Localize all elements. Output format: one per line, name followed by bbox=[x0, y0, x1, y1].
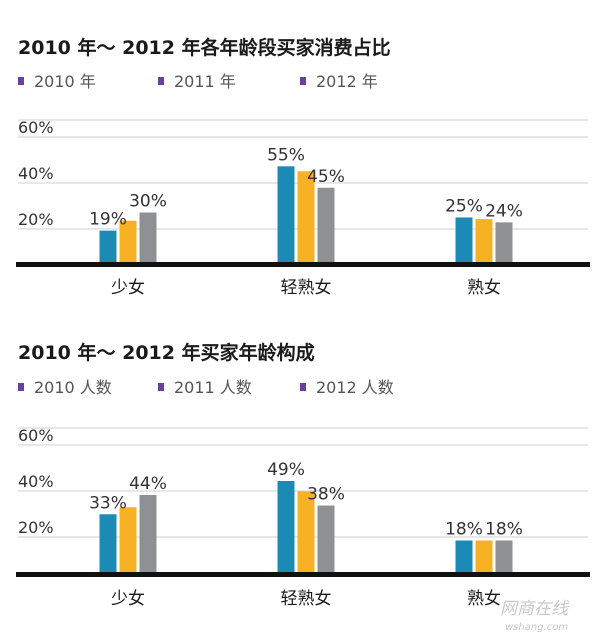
bar bbox=[297, 491, 315, 572]
bar bbox=[99, 230, 117, 262]
chart-title: 2010 年～ 2012 年各年龄段买家消费占比 bbox=[18, 36, 391, 59]
legend-marker bbox=[18, 77, 24, 85]
bar bbox=[277, 166, 295, 262]
category-label: 轻熟女 bbox=[281, 588, 332, 609]
y-tick-label: 20% bbox=[18, 210, 54, 229]
bar bbox=[475, 219, 493, 262]
bar bbox=[119, 220, 137, 262]
watermark: 网商在线 bbox=[500, 599, 570, 619]
watermark-url: wshang.com bbox=[505, 622, 568, 633]
x-axis-baseline bbox=[16, 262, 590, 267]
legend-label: 2010 年 bbox=[34, 72, 96, 91]
data-label: 33% bbox=[89, 493, 127, 513]
legend-label: 2011 人数 bbox=[174, 378, 252, 397]
data-label: 18% bbox=[485, 520, 523, 540]
bar bbox=[475, 540, 493, 572]
data-label: 25% bbox=[445, 196, 483, 216]
data-label: 55% bbox=[267, 145, 305, 165]
bar bbox=[495, 222, 513, 262]
data-label: 18% bbox=[445, 520, 483, 540]
y-tick-label: 60% bbox=[18, 118, 54, 137]
chart-title: 2010 年～ 2012 年买家年龄构成 bbox=[18, 341, 315, 364]
bar bbox=[119, 507, 137, 572]
category-label: 熟女 bbox=[467, 588, 501, 609]
bar bbox=[455, 540, 473, 572]
bar bbox=[99, 514, 117, 572]
y-tick-label: 40% bbox=[18, 164, 54, 183]
bar bbox=[317, 505, 335, 572]
legend-label: 2011 年 bbox=[174, 72, 236, 91]
y-tick-label: 20% bbox=[18, 518, 54, 537]
bar bbox=[139, 212, 157, 262]
data-label: 49% bbox=[267, 460, 305, 480]
bar bbox=[455, 217, 473, 262]
bar bbox=[317, 187, 335, 262]
legend-marker bbox=[158, 383, 164, 391]
bar bbox=[139, 495, 157, 572]
data-label: 19% bbox=[89, 210, 127, 230]
x-axis-baseline bbox=[16, 572, 590, 577]
legend-marker bbox=[300, 383, 306, 391]
legend-marker bbox=[300, 77, 306, 85]
bar bbox=[277, 481, 295, 572]
data-label: 24% bbox=[485, 201, 523, 221]
data-label: 38% bbox=[307, 485, 345, 505]
category-label: 少女 bbox=[111, 278, 145, 298]
category-label: 熟女 bbox=[467, 277, 501, 298]
category-label: 少女 bbox=[111, 589, 145, 609]
category-label: 轻熟女 bbox=[281, 277, 332, 298]
bar bbox=[495, 540, 513, 572]
y-tick-label: 40% bbox=[18, 472, 54, 491]
data-label: 30% bbox=[129, 192, 167, 212]
legend-label: 2010 人数 bbox=[34, 378, 112, 397]
y-tick-label: 60% bbox=[18, 426, 54, 445]
bar bbox=[297, 171, 315, 262]
legend-marker bbox=[158, 77, 164, 85]
data-label: 45% bbox=[307, 167, 345, 187]
legend-marker bbox=[18, 383, 24, 391]
legend-label: 2012 人数 bbox=[316, 378, 394, 397]
data-label: 44% bbox=[129, 474, 167, 494]
legend-label: 2012 年 bbox=[316, 72, 378, 91]
